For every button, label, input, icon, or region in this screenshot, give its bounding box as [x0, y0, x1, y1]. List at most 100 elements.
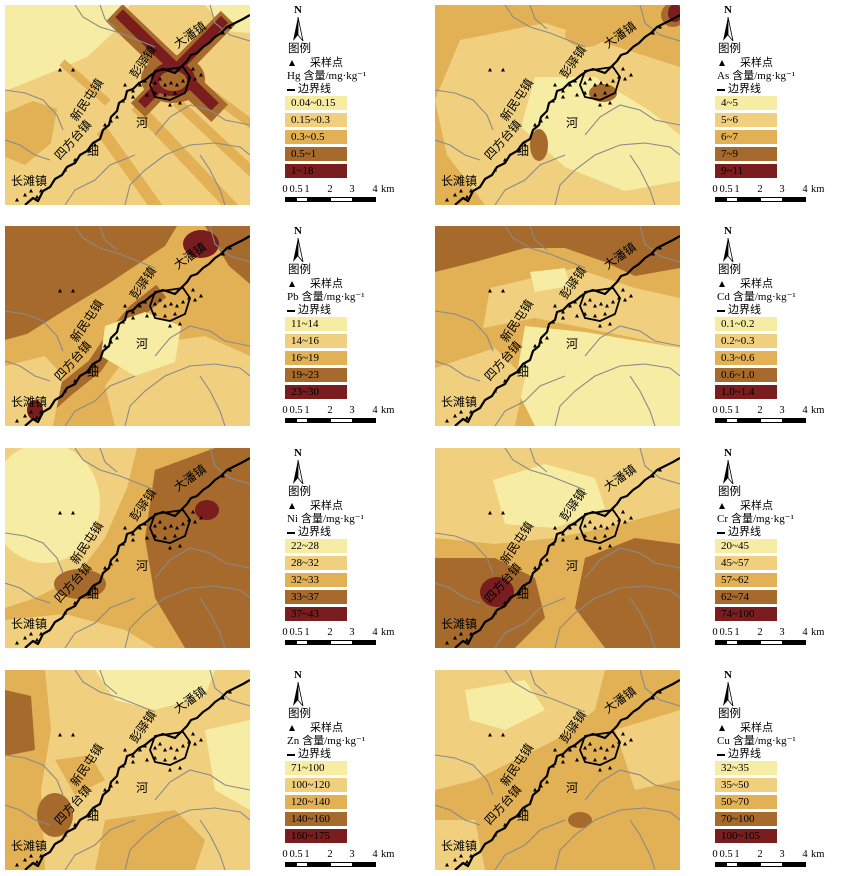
sampling-point	[465, 194, 469, 199]
sampling-point	[459, 188, 463, 193]
sampling-point	[87, 590, 91, 595]
sampling-point	[459, 853, 463, 858]
sampling-point	[87, 368, 91, 373]
scale-tick-label: 4	[802, 849, 808, 860]
sampling-point	[593, 747, 597, 752]
scale-tick-label: 3	[349, 627, 355, 638]
legend-swatch-3: 32~33	[285, 573, 347, 587]
legend-class-label: 20~45	[721, 540, 749, 552]
content-unit-label: Zn 含量/mg·kg⁻¹	[287, 735, 365, 747]
sampling-point	[193, 76, 197, 81]
river-line	[5, 139, 51, 161]
river-line	[124, 142, 250, 205]
legend-class-label: 32~35	[721, 762, 749, 774]
sampling-point	[153, 311, 157, 316]
river-line	[435, 532, 494, 574]
sampling-point	[545, 114, 549, 119]
north-label: N	[724, 447, 732, 459]
river-line	[639, 226, 680, 263]
legend-class-label: 1~18	[291, 165, 314, 177]
town-label-xi: 细	[87, 587, 99, 601]
sampling-point	[193, 519, 197, 524]
legend-class-label: 35~50	[721, 779, 749, 791]
north-arrow-icon	[723, 17, 734, 41]
north-arrow-left-half	[293, 238, 298, 262]
sampling-point	[459, 631, 463, 636]
sampling-point	[593, 525, 597, 530]
boundary-line-icon	[717, 532, 725, 534]
sampling-point	[187, 295, 191, 300]
sampling-point	[623, 519, 627, 524]
panel-hg: 大潘镇 彭驿镇 新民屯镇 四方台镇 长滩镇细河 N 图例 采样点 Hg 含量/mg·kg⁻¹ 边界线…	[5, 5, 410, 209]
sampling-point	[35, 415, 39, 420]
river-line	[494, 154, 566, 205]
sampling-point	[533, 565, 537, 570]
town-label-xi: 细	[517, 365, 529, 379]
sampling-point	[583, 90, 587, 95]
sampling-point	[158, 741, 162, 746]
sampling-point	[539, 561, 543, 566]
class-zone	[515, 326, 680, 426]
town-label-he: 河	[566, 781, 578, 795]
class-zone	[5, 101, 57, 165]
sampling-point	[173, 755, 177, 760]
sampling-point	[123, 303, 127, 308]
scale-tick-label: 0.5	[719, 627, 733, 638]
class-zone	[145, 448, 250, 648]
sampling-point	[191, 509, 195, 514]
sampling-point	[593, 757, 597, 762]
sampling-point	[138, 303, 142, 308]
sampling-point	[103, 565, 107, 570]
element-symbol: Hg	[287, 70, 301, 82]
sampling-point	[651, 251, 655, 256]
sampling-point	[561, 309, 565, 314]
scale-bar-segment	[352, 640, 376, 645]
legend-title: 图例	[288, 486, 311, 498]
north-arrow-right-half	[727, 17, 734, 41]
boundary-line-icon	[717, 754, 725, 756]
town-label-changtan: 长滩镇	[441, 839, 477, 853]
sampling-point	[145, 92, 149, 97]
scale-tick-label: 3	[349, 405, 355, 416]
sampling-point	[545, 335, 549, 340]
river-line	[435, 360, 481, 382]
sampling-point	[228, 689, 232, 694]
scale-tick-label: 0	[282, 627, 288, 638]
scale-bar-segment	[737, 640, 761, 645]
town-label-xi: 细	[517, 587, 529, 601]
sampling-point	[629, 293, 633, 298]
river-line	[584, 769, 680, 801]
content-unit: 含量/mg·kg⁻¹	[301, 291, 365, 303]
north-label: N	[294, 669, 302, 681]
sampling-point	[163, 757, 167, 762]
north-arrow: N	[290, 670, 306, 708]
content-unit-label: Ni 含量/mg·kg⁻¹	[287, 513, 364, 525]
scale-tick-label: 2	[327, 405, 333, 416]
north-arrow-icon	[293, 17, 304, 41]
sampling-point	[545, 779, 549, 784]
sampling-point	[173, 90, 177, 95]
sampling-point	[605, 82, 609, 87]
scale-tick-label: 4	[372, 184, 378, 195]
sampling-point	[608, 543, 612, 548]
sampling-point	[593, 82, 597, 87]
sampling-point	[611, 521, 615, 526]
panel-pb: 大潘镇 彭驿镇 新民屯镇 四方台镇 长滩镇细河 N 图例 采样点 Pb 含量/mg·kg⁻¹ 边界线…	[5, 226, 410, 430]
legend-title: 图例	[718, 486, 741, 498]
sample-point-icon	[719, 503, 725, 509]
sampling-point	[73, 822, 77, 827]
river-line	[529, 226, 548, 251]
sampling-point	[593, 535, 597, 540]
sampling-point	[191, 731, 195, 736]
sampling-point	[583, 523, 587, 528]
town-label-he: 河	[566, 337, 578, 351]
sampling-point	[115, 557, 119, 562]
river-line	[584, 325, 680, 357]
legend-class-label: 0.15~0.3	[291, 114, 330, 126]
legend-swatch-4: 0.5~1	[285, 147, 347, 161]
sample-point-icon	[719, 725, 725, 731]
river-line	[5, 360, 51, 382]
legend-class-label: 0.1~0.2	[721, 318, 755, 330]
sampling-point	[23, 857, 27, 862]
